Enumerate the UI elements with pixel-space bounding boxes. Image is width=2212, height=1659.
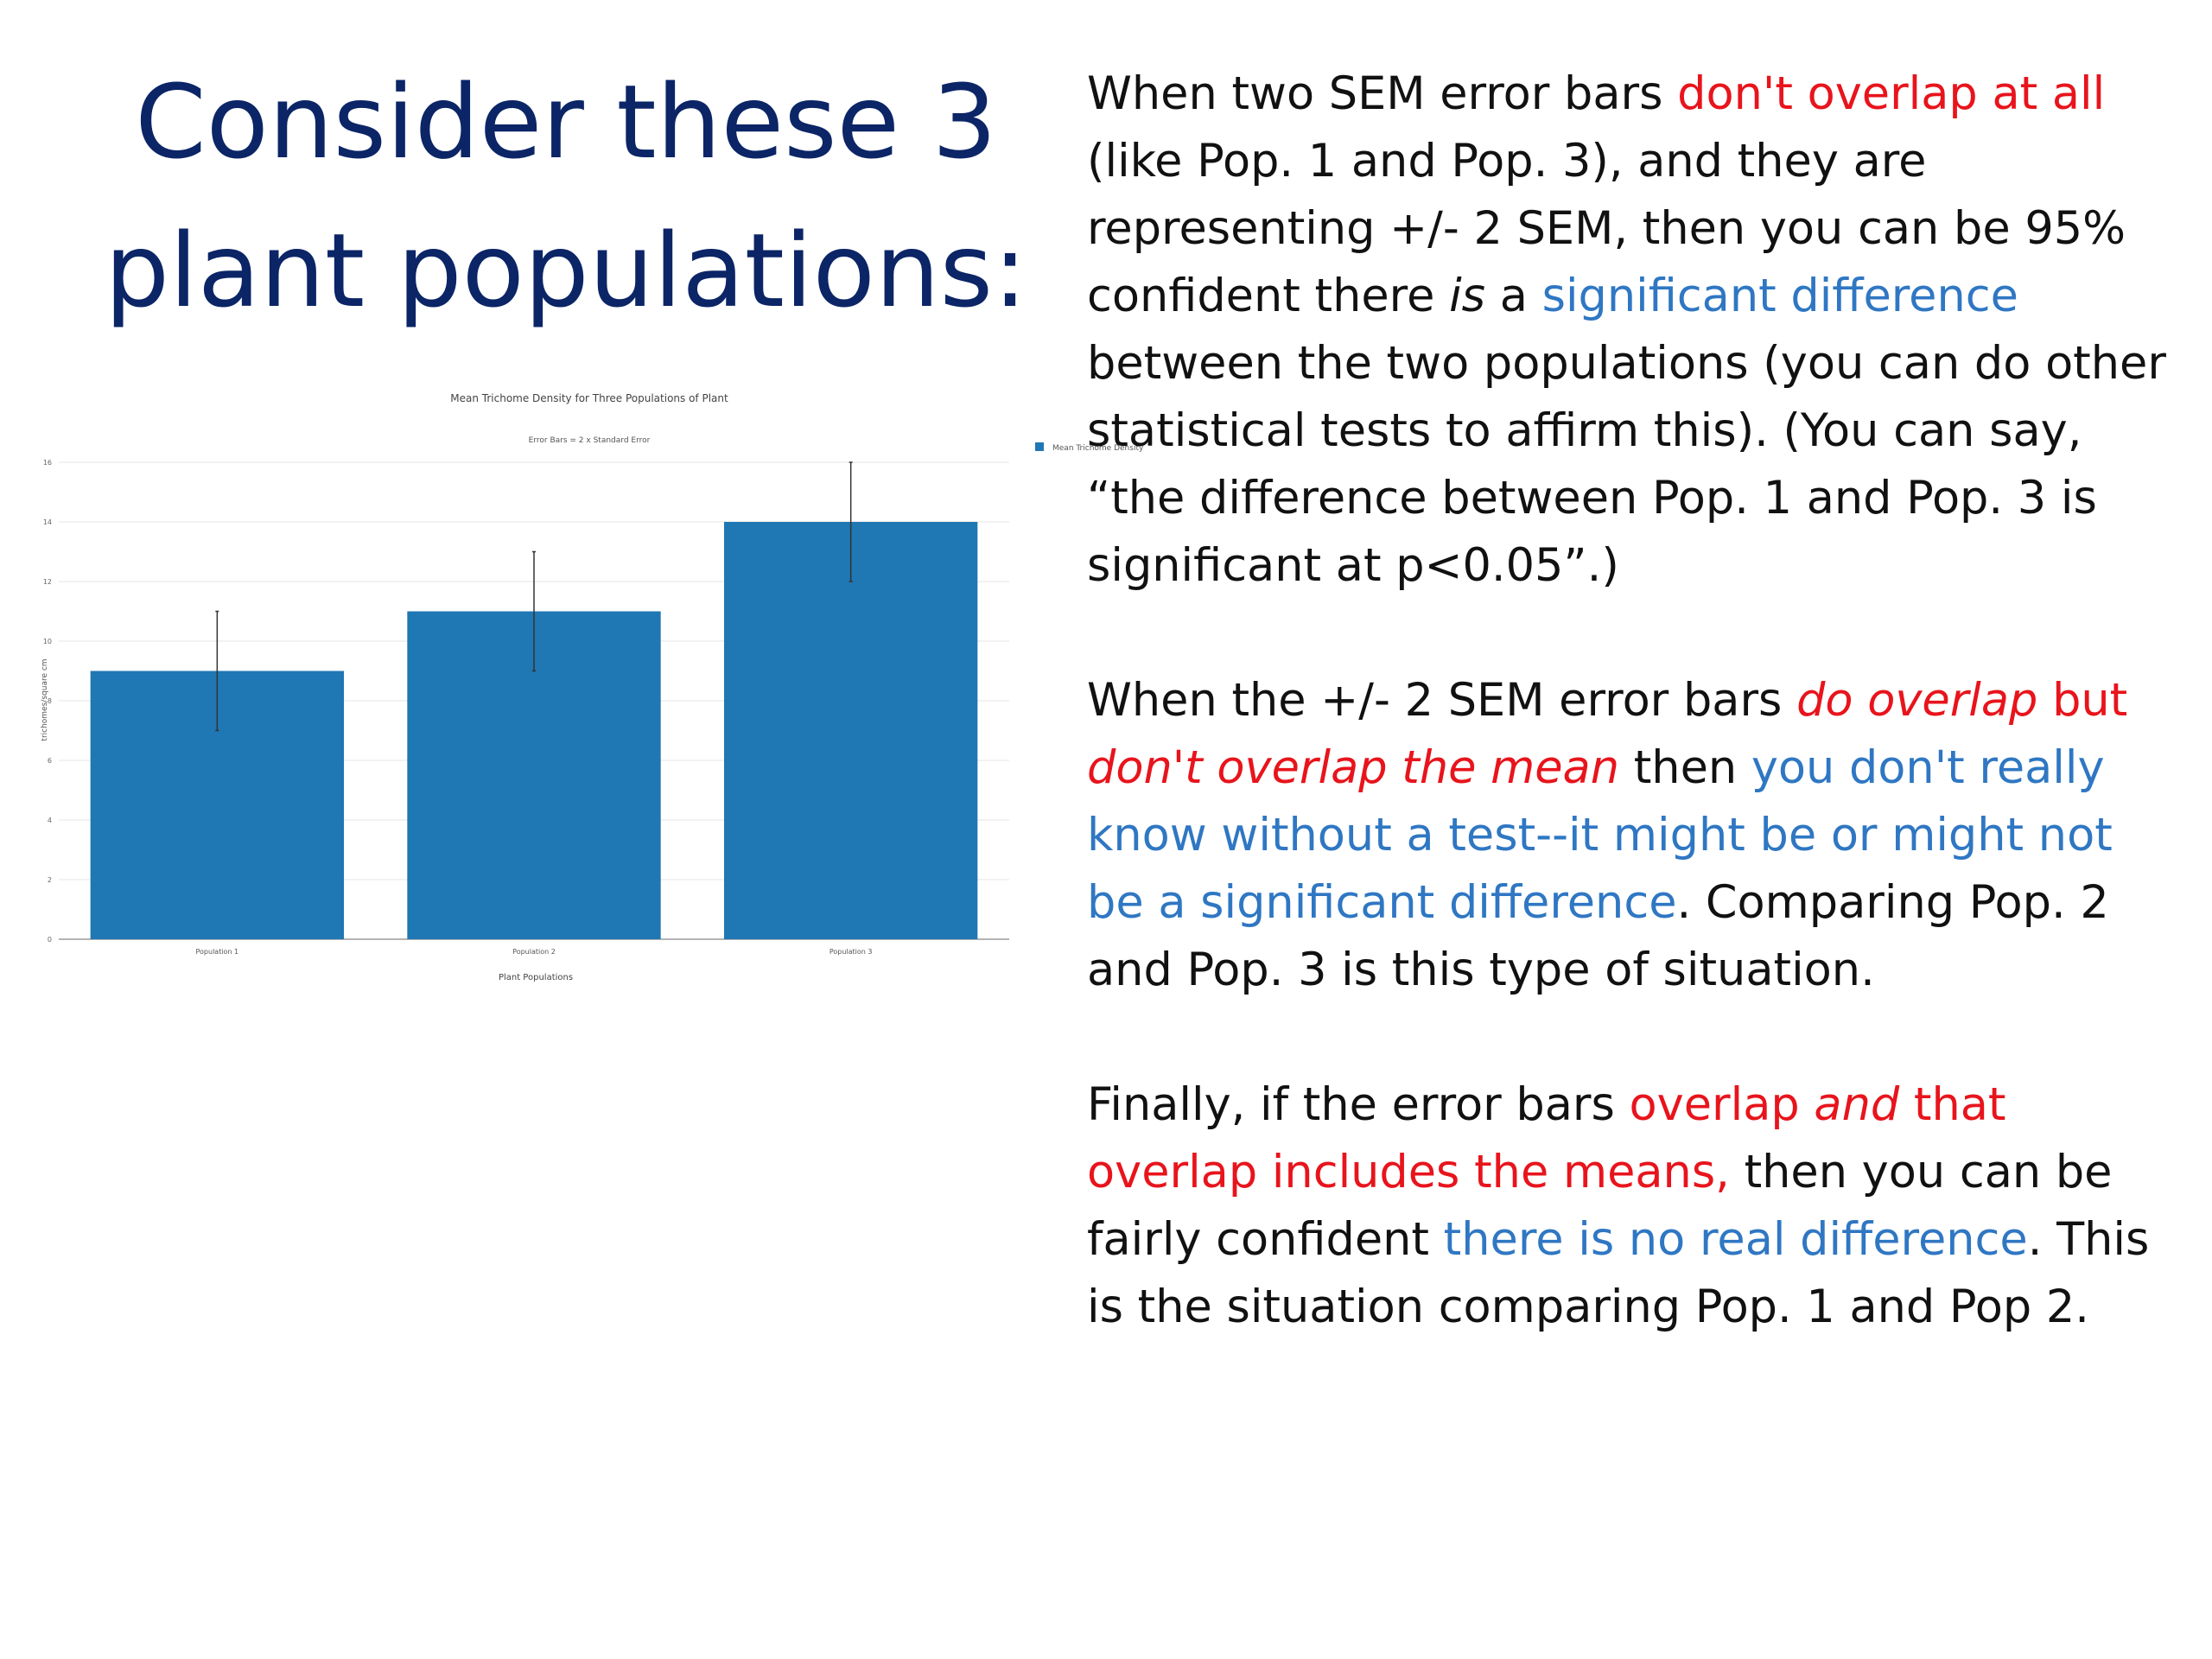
x-axis-ticks: Population 1 Population 2 Population 3 [195,948,872,956]
chart-svg: Mean Trichome Density for Three Populati… [41,392,1144,982]
text-span: then [1619,741,1751,794]
error-bars [215,461,853,732]
y-tick-label: 14 [43,518,52,526]
paragraph-full-overlap: Finally, if the error bars overlap and t… [1087,1071,2171,1341]
y-axis-ticks: 0 2 4 6 8 10 12 14 16 [43,459,52,944]
legend-label: Mean Trichome Density [1052,444,1144,453]
y-tick-label: 8 [48,697,52,705]
explanation-text: When two SEM error bars don't overlap at… [1087,60,2171,1341]
slide-title-line-2: plant populations: [105,211,1027,330]
y-tick-label: 16 [43,459,52,467]
x-tick-label: Population 1 [195,948,238,956]
bar [724,522,978,939]
text-span: a [1485,270,1542,322]
text-span: Finally, if the error bars [1087,1078,1630,1131]
text-span: When two SEM error bars [1087,67,1678,120]
text-span: . This is the situation comparing Pop. 1… [1087,1213,2150,1333]
chart-subtitle: Error Bars = 2 x Standard Error [529,436,651,445]
text-span: When the +/- 2 SEM error bars [1087,674,1797,727]
x-axis-label: Plant Populations [499,973,573,982]
y-tick-label: 6 [48,757,52,765]
y-tick-label: 2 [48,876,52,884]
y-tick-label: 4 [48,817,52,824]
highlight-blue: you don't really know without a test--it… [1087,741,2113,929]
chart-legend: Mean Trichome Density [1035,442,1144,453]
paragraph-partial-overlap: When the +/- 2 SEM error bars do overlap… [1087,667,2171,1004]
emphasis-italic: is [1449,270,1486,322]
highlight-blue: significant difference [1541,270,2018,322]
text-span: between the two populations (you can do … [1087,337,2166,592]
highlight-red-italic: do overlap [1796,674,2038,727]
y-tick-label: 10 [43,638,52,645]
paragraph-no-overlap: When two SEM error bars don't overlap at… [1087,60,2171,600]
slide-title-line-1: Consider these 3 [135,62,997,181]
x-tick-label: Population 3 [830,948,873,956]
y-tick-label: 0 [48,936,52,944]
y-tick-label: 12 [43,578,52,586]
highlight-red-italic: don't overlap the mean [1087,741,1620,794]
x-tick-label: Population 2 [512,948,556,956]
legend-swatch [1035,442,1044,451]
text-span: (like Pop. 1 and Pop. 3), and they are r… [1087,135,2126,322]
highlight-red: that overlap includes the means, [1087,1078,2006,1198]
highlight-red-italic: and [1814,1078,1900,1131]
highlight-blue: there is no real difference [1443,1213,2028,1266]
highlight-red: overlap [1629,1078,1815,1131]
slide-title: Consider these 3 plant populations: [95,48,1037,345]
text-span: . Comparing Pop. 2 and Pop. 3 is this ty… [1087,876,2109,996]
chart-title: Mean Trichome Density for Three Populati… [450,392,728,404]
y-axis-label: trichomes/square cm [41,658,49,741]
bar-chart: Mean Trichome Density for Three Populati… [17,380,1192,1002]
highlight-red: don't overlap at all [1677,67,2106,120]
highlight-red: but [2037,674,2128,727]
text-span: then you can be fairly confident [1087,1146,2113,1266]
